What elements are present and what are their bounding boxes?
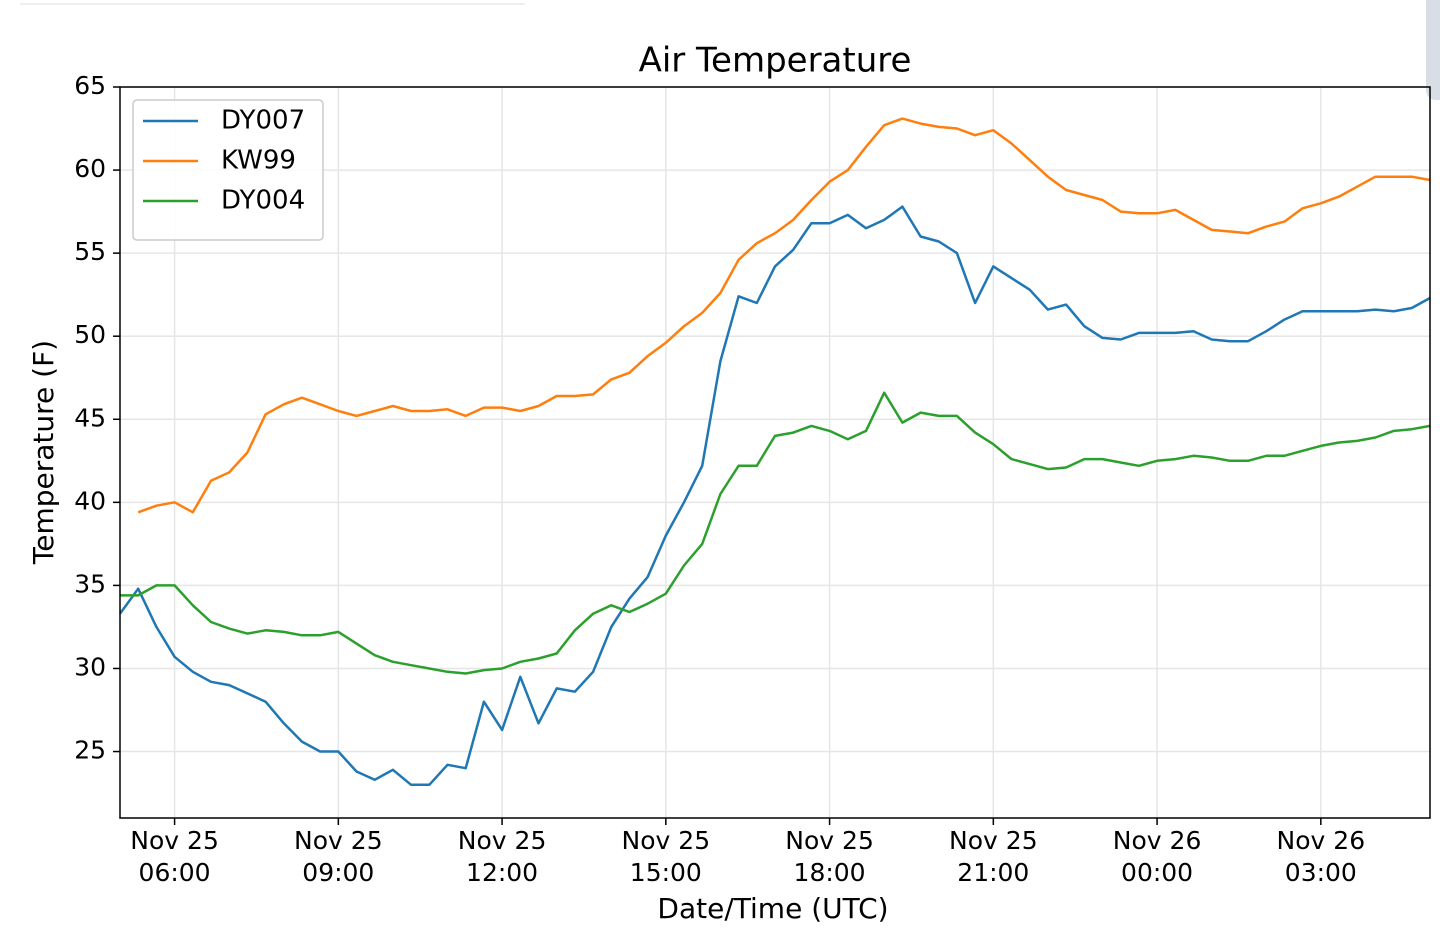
x-tick-label: Nov 25 15:00	[622, 826, 711, 887]
legend-box	[132, 99, 324, 241]
legend-label: DY004	[221, 186, 305, 216]
series-line	[120, 391, 1431, 675]
side-tab	[1426, 0, 1440, 100]
x-tick-label: Nov 25 06:00	[130, 826, 219, 887]
x-tick-label: Nov 26 00:00	[1113, 826, 1202, 887]
y-tick-label: 50	[74, 320, 106, 349]
y-tick-label: 60	[74, 154, 106, 183]
x-tick-label: Nov 25 18:00	[785, 826, 874, 887]
series-line	[118, 205, 1431, 787]
y-axis-label: Temperature (F)	[27, 340, 60, 565]
y-tick-label: 40	[74, 486, 106, 515]
legend-label: KW99	[221, 146, 296, 176]
legend: DY007 KW99 DY004	[132, 99, 324, 241]
x-tick-label: Nov 25 09:00	[294, 826, 383, 887]
chart-title: Air Temperature	[639, 41, 912, 81]
y-tick-label: 65	[74, 71, 106, 100]
series-line	[137, 117, 1431, 514]
x-tick-label: Nov 25 21:00	[949, 826, 1038, 887]
x-tick-label: Nov 25 12:00	[458, 826, 547, 887]
y-tick-label: 30	[74, 652, 106, 681]
plot-frame	[119, 86, 1431, 819]
y-tick-label: 45	[74, 403, 106, 432]
y-tick-label: 55	[74, 237, 106, 266]
y-tick-label: 35	[74, 569, 106, 598]
x-axis-label: Date/Time (UTC)	[657, 892, 888, 925]
legend-label: DY007	[221, 106, 305, 136]
y-tick-label: 25	[74, 736, 106, 765]
x-tick-label: Nov 26 03:00	[1277, 826, 1366, 887]
